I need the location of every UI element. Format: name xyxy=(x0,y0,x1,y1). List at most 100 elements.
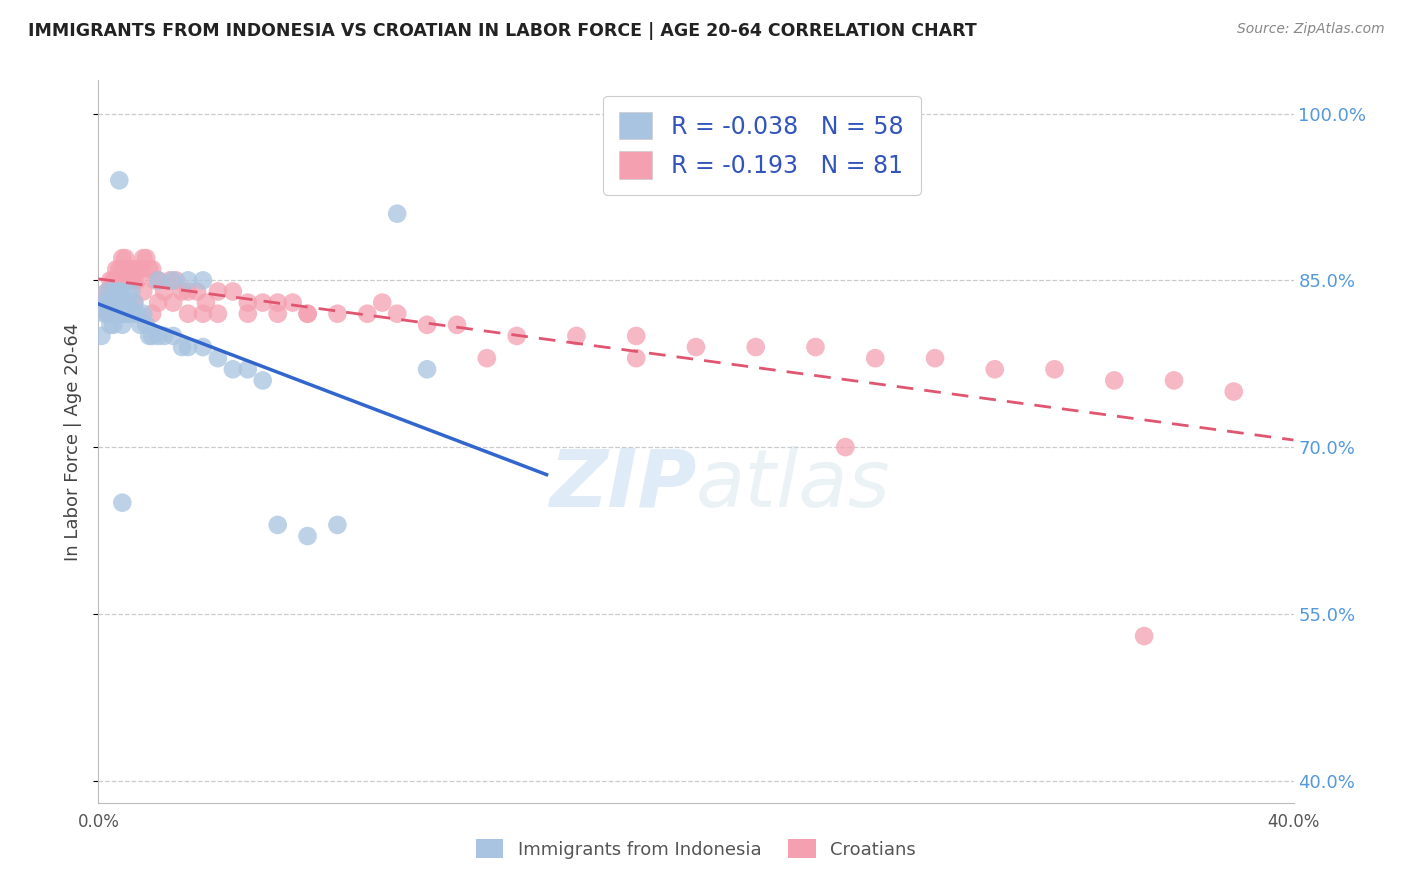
Point xyxy=(135,251,157,265)
Point xyxy=(1133,629,1156,643)
Point xyxy=(326,517,349,532)
Point xyxy=(475,351,498,366)
Point xyxy=(865,351,887,366)
Point xyxy=(96,307,118,321)
Point xyxy=(371,295,394,310)
Point xyxy=(96,285,118,299)
Point xyxy=(132,285,155,299)
Point xyxy=(96,285,118,299)
Point xyxy=(124,307,146,321)
Point xyxy=(124,262,146,277)
Point xyxy=(236,362,259,376)
Point xyxy=(98,307,122,321)
Point xyxy=(165,273,187,287)
Point xyxy=(297,307,319,321)
Point xyxy=(108,285,131,299)
Point xyxy=(103,295,125,310)
Point xyxy=(117,307,139,321)
Point xyxy=(385,207,409,221)
Point xyxy=(114,285,136,299)
Point xyxy=(108,307,131,321)
Point xyxy=(153,329,176,343)
Point xyxy=(159,273,181,287)
Point xyxy=(506,329,529,343)
Point xyxy=(111,262,134,277)
Point xyxy=(108,295,131,310)
Point xyxy=(297,529,319,543)
Point xyxy=(129,262,152,277)
Legend: Immigrants from Indonesia, Croatians: Immigrants from Indonesia, Croatians xyxy=(470,832,922,866)
Point xyxy=(127,307,149,321)
Point xyxy=(114,295,136,310)
Point xyxy=(1104,373,1126,387)
Point xyxy=(267,295,290,310)
Point xyxy=(111,273,134,287)
Point xyxy=(177,307,200,321)
Point xyxy=(1043,362,1066,376)
Point xyxy=(267,307,290,321)
Point xyxy=(111,307,134,321)
Point xyxy=(191,340,214,354)
Point xyxy=(111,295,134,310)
Point xyxy=(103,273,125,287)
Point xyxy=(416,362,439,376)
Point xyxy=(141,329,163,343)
Point xyxy=(103,307,125,321)
Point xyxy=(207,351,229,366)
Point xyxy=(111,251,134,265)
Point xyxy=(108,285,131,299)
Point xyxy=(153,285,176,299)
Point xyxy=(141,307,163,321)
Point xyxy=(138,329,160,343)
Text: atlas: atlas xyxy=(696,446,891,524)
Point xyxy=(117,262,139,277)
Point xyxy=(103,318,125,332)
Point xyxy=(236,307,259,321)
Point xyxy=(297,307,319,321)
Point xyxy=(114,262,136,277)
Point xyxy=(138,262,160,277)
Point xyxy=(103,295,125,310)
Point xyxy=(565,329,588,343)
Point xyxy=(148,329,170,343)
Point xyxy=(191,273,214,287)
Point xyxy=(111,496,134,510)
Text: IMMIGRANTS FROM INDONESIA VS CROATIAN IN LABOR FORCE | AGE 20-64 CORRELATION CHA: IMMIGRANTS FROM INDONESIA VS CROATIAN IN… xyxy=(28,22,977,40)
Point xyxy=(127,273,149,287)
Y-axis label: In Labor Force | Age 20-64: In Labor Force | Age 20-64 xyxy=(65,322,83,561)
Point xyxy=(114,307,136,321)
Point xyxy=(105,285,128,299)
Point xyxy=(834,440,856,454)
Point xyxy=(207,285,229,299)
Point xyxy=(1223,384,1246,399)
Point xyxy=(117,295,139,310)
Point xyxy=(143,273,166,287)
Point xyxy=(135,318,157,332)
Point xyxy=(141,262,163,277)
Point xyxy=(281,295,304,310)
Point xyxy=(626,329,648,343)
Point xyxy=(207,307,229,321)
Point xyxy=(98,285,122,299)
Point xyxy=(148,295,170,310)
Point xyxy=(177,340,200,354)
Point xyxy=(105,285,128,299)
Point xyxy=(745,340,768,354)
Point xyxy=(162,273,184,287)
Text: ZIP: ZIP xyxy=(548,446,696,524)
Point xyxy=(124,273,146,287)
Point xyxy=(177,273,200,287)
Point xyxy=(924,351,946,366)
Point xyxy=(222,362,245,376)
Point xyxy=(416,318,439,332)
Point xyxy=(252,373,274,387)
Point xyxy=(685,340,707,354)
Point xyxy=(103,285,125,299)
Point xyxy=(93,295,115,310)
Point xyxy=(105,273,128,287)
Point xyxy=(148,273,170,287)
Point xyxy=(96,307,118,321)
Point xyxy=(98,295,122,310)
Point xyxy=(195,295,218,310)
Point xyxy=(120,262,142,277)
